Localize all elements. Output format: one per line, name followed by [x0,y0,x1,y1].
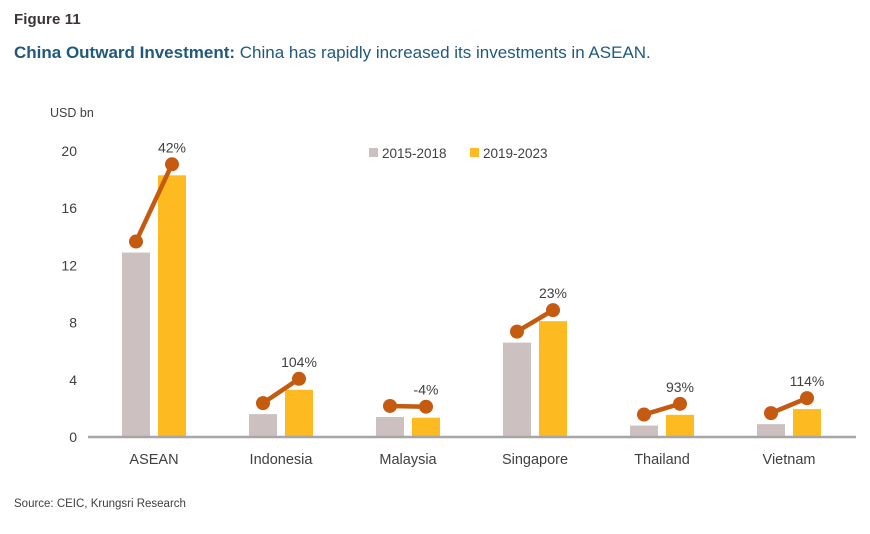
figure-title: China Outward Investment: China has rapi… [14,43,651,63]
legend-swatch-2019-2023 [470,148,479,157]
bar-thailand-2015-2018 [630,425,658,437]
category-label-malaysia: Malaysia [379,452,437,468]
y-tick-0: 0 [69,429,77,445]
growth-dot-singapore-2015-2018 [510,324,524,339]
legend-label-2015-2018: 2015-2018 [382,146,447,161]
bar-malaysia-2015-2018 [376,416,404,437]
growth-dot-malaysia-2015-2018 [383,398,397,413]
bar-asean-2015-2018 [122,252,150,437]
bar-singapore-2015-2018 [503,342,531,437]
pct-label-asean: 42% [158,139,186,155]
category-label-indonesia: Indonesia [250,452,314,468]
category-label-singapore: Singapore [502,452,568,468]
bar-indonesia-2019-2023 [285,389,313,437]
legend-label-2019-2023: 2019-2023 [483,146,548,161]
y-tick-4: 4 [69,372,77,388]
legend-swatch-2015-2018 [369,148,378,157]
pct-label-thailand: 93% [666,379,694,395]
figure-title-text: China has rapidly increased its investme… [235,43,651,62]
growth-dot-thailand-2015-2018 [637,407,651,422]
bar-thailand-2019-2023 [666,414,694,437]
bar-vietnam-2015-2018 [757,424,785,437]
y-tick-16: 16 [61,200,77,216]
growth-dot-vietnam-2019-2023 [800,391,814,406]
growth-line-indonesia [261,376,301,405]
y-tick-20: 20 [61,143,77,159]
growth-dot-indonesia-2019-2023 [292,371,306,386]
pct-label-singapore: 23% [539,285,567,301]
growth-line-asean [133,163,175,243]
category-label-thailand: Thailand [634,452,690,468]
category-label-asean: ASEAN [129,452,178,468]
y-axis-unit-label: USD bn [50,106,94,120]
bar-asean-2019-2023 [158,175,186,437]
growth-dot-indonesia-2015-2018 [256,396,270,411]
bar-vietnam-2019-2023 [793,409,821,437]
category-label-vietnam: Vietnam [763,452,816,468]
y-tick-8: 8 [69,315,77,331]
bar-singapore-2019-2023 [539,321,567,437]
y-tick-12: 12 [61,257,77,273]
bar-malaysia-2019-2023 [412,417,440,437]
growth-dot-vietnam-2015-2018 [764,406,778,421]
pct-label-vietnam: 114% [790,373,825,389]
pct-label-indonesia: 104% [281,354,317,370]
bar-chart: USD bn 0 4 8 12 16 20 2015-2018 2019-2023 42% ASEA… [50,106,856,468]
growth-dot-thailand-2019-2023 [673,396,687,411]
growth-dot-asean-2015-2018 [129,234,143,249]
growth-dot-malaysia-2019-2023 [419,399,433,414]
bar-indonesia-2015-2018 [249,414,277,437]
figure-label: Figure 11 [14,11,81,28]
growth-dot-asean-2019-2023 [165,157,179,172]
figure-title-bold: China Outward Investment: [14,43,236,62]
source-note: Source: CEIC, Krungsri Research [14,498,186,510]
pct-label-malaysia: -4% [414,382,439,398]
growth-dot-singapore-2019-2023 [546,303,560,318]
